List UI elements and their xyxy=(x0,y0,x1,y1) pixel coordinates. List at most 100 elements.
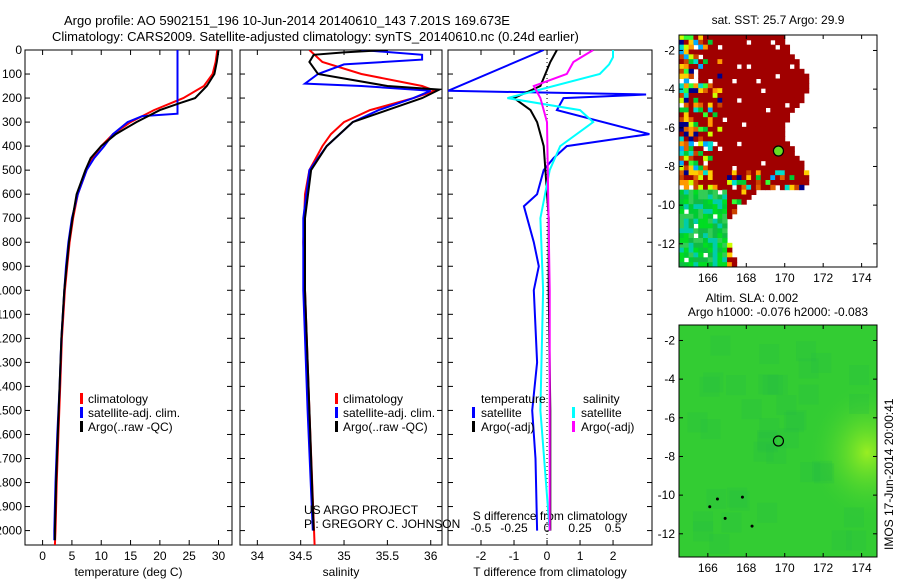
sst-cell xyxy=(693,209,699,215)
sst-cell xyxy=(698,262,704,268)
sst-cell xyxy=(703,247,709,253)
sla-patch xyxy=(699,376,720,397)
sst-cell xyxy=(794,73,800,79)
sst-cell xyxy=(760,73,767,79)
x-axis-label: salinity xyxy=(323,565,360,579)
sst-cell xyxy=(736,83,742,89)
y-tick-label: 1400 xyxy=(0,379,22,393)
sst-cell xyxy=(741,78,747,84)
sst-cell xyxy=(703,155,709,162)
sst-cell xyxy=(770,83,776,89)
sst-cell xyxy=(712,93,718,99)
sst-cell xyxy=(765,93,771,99)
sst-cell xyxy=(698,93,704,99)
sst-cell xyxy=(736,112,742,118)
sst-cell xyxy=(755,39,762,46)
sst-cell xyxy=(736,126,742,133)
sst-cell xyxy=(789,160,795,166)
sst-cell xyxy=(712,247,718,253)
sst-cell xyxy=(741,131,747,137)
sst-cell xyxy=(731,83,738,89)
sla-patch xyxy=(811,352,832,373)
sst-cell xyxy=(775,64,781,70)
sst-cell xyxy=(731,39,738,46)
sst-cell xyxy=(683,213,690,220)
sst-cell xyxy=(717,107,723,113)
sst-cell xyxy=(736,117,742,123)
sst-cell xyxy=(765,117,771,123)
sst-cell xyxy=(693,39,699,46)
sst-cell xyxy=(703,136,709,142)
sst-cell xyxy=(698,199,704,205)
sst-cell xyxy=(727,117,733,123)
sst-cell xyxy=(770,44,776,50)
sst-cell xyxy=(693,175,699,181)
sst-cell xyxy=(755,160,762,166)
sst-cell xyxy=(775,78,781,84)
sst-cell xyxy=(736,59,742,65)
sst-cell xyxy=(755,49,762,55)
sst-cell xyxy=(751,49,757,55)
sst-cell xyxy=(698,233,704,239)
sst-cell xyxy=(679,218,685,224)
sst-cell xyxy=(779,155,786,162)
sst-cell xyxy=(707,35,714,41)
sst-cell xyxy=(746,189,752,195)
sst-cell xyxy=(741,141,747,147)
sst-cell xyxy=(722,238,728,244)
sst-cell xyxy=(746,97,752,104)
sst-cell xyxy=(683,262,690,268)
legend-label: climatology xyxy=(88,392,148,406)
sst-cell xyxy=(722,233,728,239)
sst-cell xyxy=(722,131,728,137)
sst-cell xyxy=(712,262,718,268)
sst-cell xyxy=(731,194,738,200)
sst-cell xyxy=(784,175,791,181)
sst-cell xyxy=(693,112,699,118)
sst-cell xyxy=(794,180,800,186)
sst-cell xyxy=(736,189,742,195)
sst-cell xyxy=(760,35,767,41)
sst-cell xyxy=(751,88,757,94)
y-tick-label: 500 xyxy=(2,163,22,177)
sst-cell xyxy=(683,49,690,55)
sst-cell xyxy=(770,165,776,171)
sst-cell xyxy=(770,151,776,157)
sst-cell xyxy=(688,39,694,46)
sst-cell xyxy=(693,49,699,55)
sst-cell xyxy=(746,175,752,181)
sst-cell xyxy=(722,122,728,128)
sst-cell xyxy=(736,44,742,50)
sla-patch xyxy=(800,462,821,483)
sst-cell xyxy=(727,151,733,157)
sst-cell xyxy=(717,136,723,142)
sst-cell xyxy=(760,54,767,60)
sst-cell xyxy=(760,180,767,186)
sst-cell xyxy=(679,160,685,166)
sst-cell xyxy=(731,136,738,142)
sst-cell xyxy=(698,131,704,137)
sla-patch xyxy=(767,374,788,395)
sst-cell xyxy=(765,122,771,128)
sst-cell xyxy=(779,73,786,79)
sst-cell xyxy=(683,151,690,157)
sst-cell xyxy=(698,141,704,147)
sst-cell xyxy=(803,175,810,181)
sst-cell xyxy=(688,209,694,215)
sst-cell xyxy=(679,204,685,210)
x-tick-label: 166 xyxy=(698,271,718,285)
sst-cell xyxy=(755,155,762,162)
sst-cell xyxy=(736,199,742,205)
sst-cell xyxy=(683,247,690,253)
sla-patch xyxy=(726,375,747,396)
sst-cell xyxy=(683,122,690,128)
y-tick-label: 1600 xyxy=(0,427,22,441)
sst-cell xyxy=(779,165,786,171)
sst-cell xyxy=(712,204,718,210)
sst-cell xyxy=(683,83,690,89)
sst-cell xyxy=(722,252,728,258)
sst-cell xyxy=(679,252,685,258)
sst-cell xyxy=(707,242,714,249)
sst-cell xyxy=(794,88,800,94)
sst-cell xyxy=(707,146,714,152)
